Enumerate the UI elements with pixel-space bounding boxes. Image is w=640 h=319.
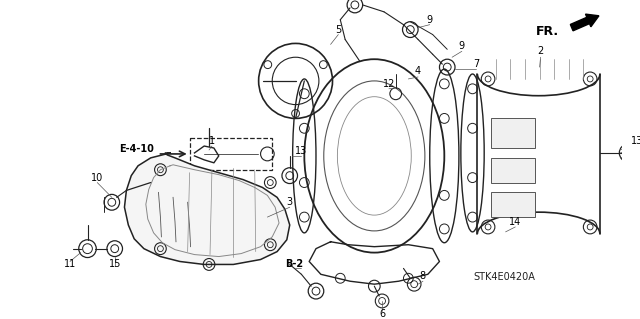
FancyArrow shape	[570, 14, 599, 31]
Text: FR.: FR.	[536, 25, 559, 38]
Bar	[491, 118, 535, 148]
Text: 3: 3	[287, 197, 292, 207]
Text: 9: 9	[459, 41, 465, 51]
Text: 12: 12	[383, 79, 395, 89]
Text: 11: 11	[64, 259, 76, 270]
Bar	[491, 192, 535, 217]
Text: 4: 4	[415, 66, 421, 76]
Text: 13: 13	[295, 146, 308, 156]
Polygon shape	[124, 153, 290, 264]
Text: 5: 5	[335, 25, 342, 34]
Text: 14: 14	[509, 217, 522, 227]
Text: 6: 6	[379, 309, 385, 319]
Text: 2: 2	[538, 46, 544, 56]
Bar	[189, 138, 272, 170]
Text: E-4-10: E-4-10	[118, 144, 154, 154]
Text: 1: 1	[209, 136, 215, 146]
Text: B-2: B-2	[285, 259, 303, 270]
Text: STK4E0420A: STK4E0420A	[473, 272, 535, 282]
Text: 8: 8	[420, 271, 426, 281]
Text: 10: 10	[91, 173, 103, 182]
Text: 15: 15	[109, 259, 121, 270]
Text: 13: 13	[630, 136, 640, 146]
Text: 9: 9	[427, 15, 433, 25]
Bar	[491, 158, 535, 182]
Text: 7: 7	[474, 59, 479, 69]
